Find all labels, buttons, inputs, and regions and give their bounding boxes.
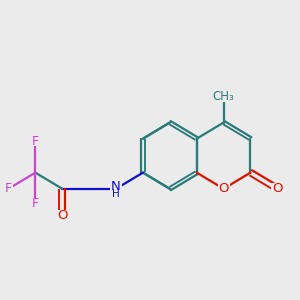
Text: N: N (111, 180, 121, 193)
Text: F: F (32, 197, 39, 210)
Bar (218, 183, 230, 194)
Bar (4, 184, 13, 193)
Text: O: O (272, 182, 283, 195)
Text: CH₃: CH₃ (213, 90, 235, 103)
Bar (215, 91, 232, 102)
Text: F: F (32, 135, 39, 148)
Bar (272, 183, 283, 194)
Bar (56, 210, 68, 220)
Text: F: F (5, 182, 12, 195)
Bar (31, 137, 40, 146)
Bar (110, 180, 122, 197)
Bar (31, 199, 40, 208)
Text: O: O (57, 208, 68, 222)
Text: H: H (112, 189, 120, 199)
Text: O: O (218, 182, 229, 195)
